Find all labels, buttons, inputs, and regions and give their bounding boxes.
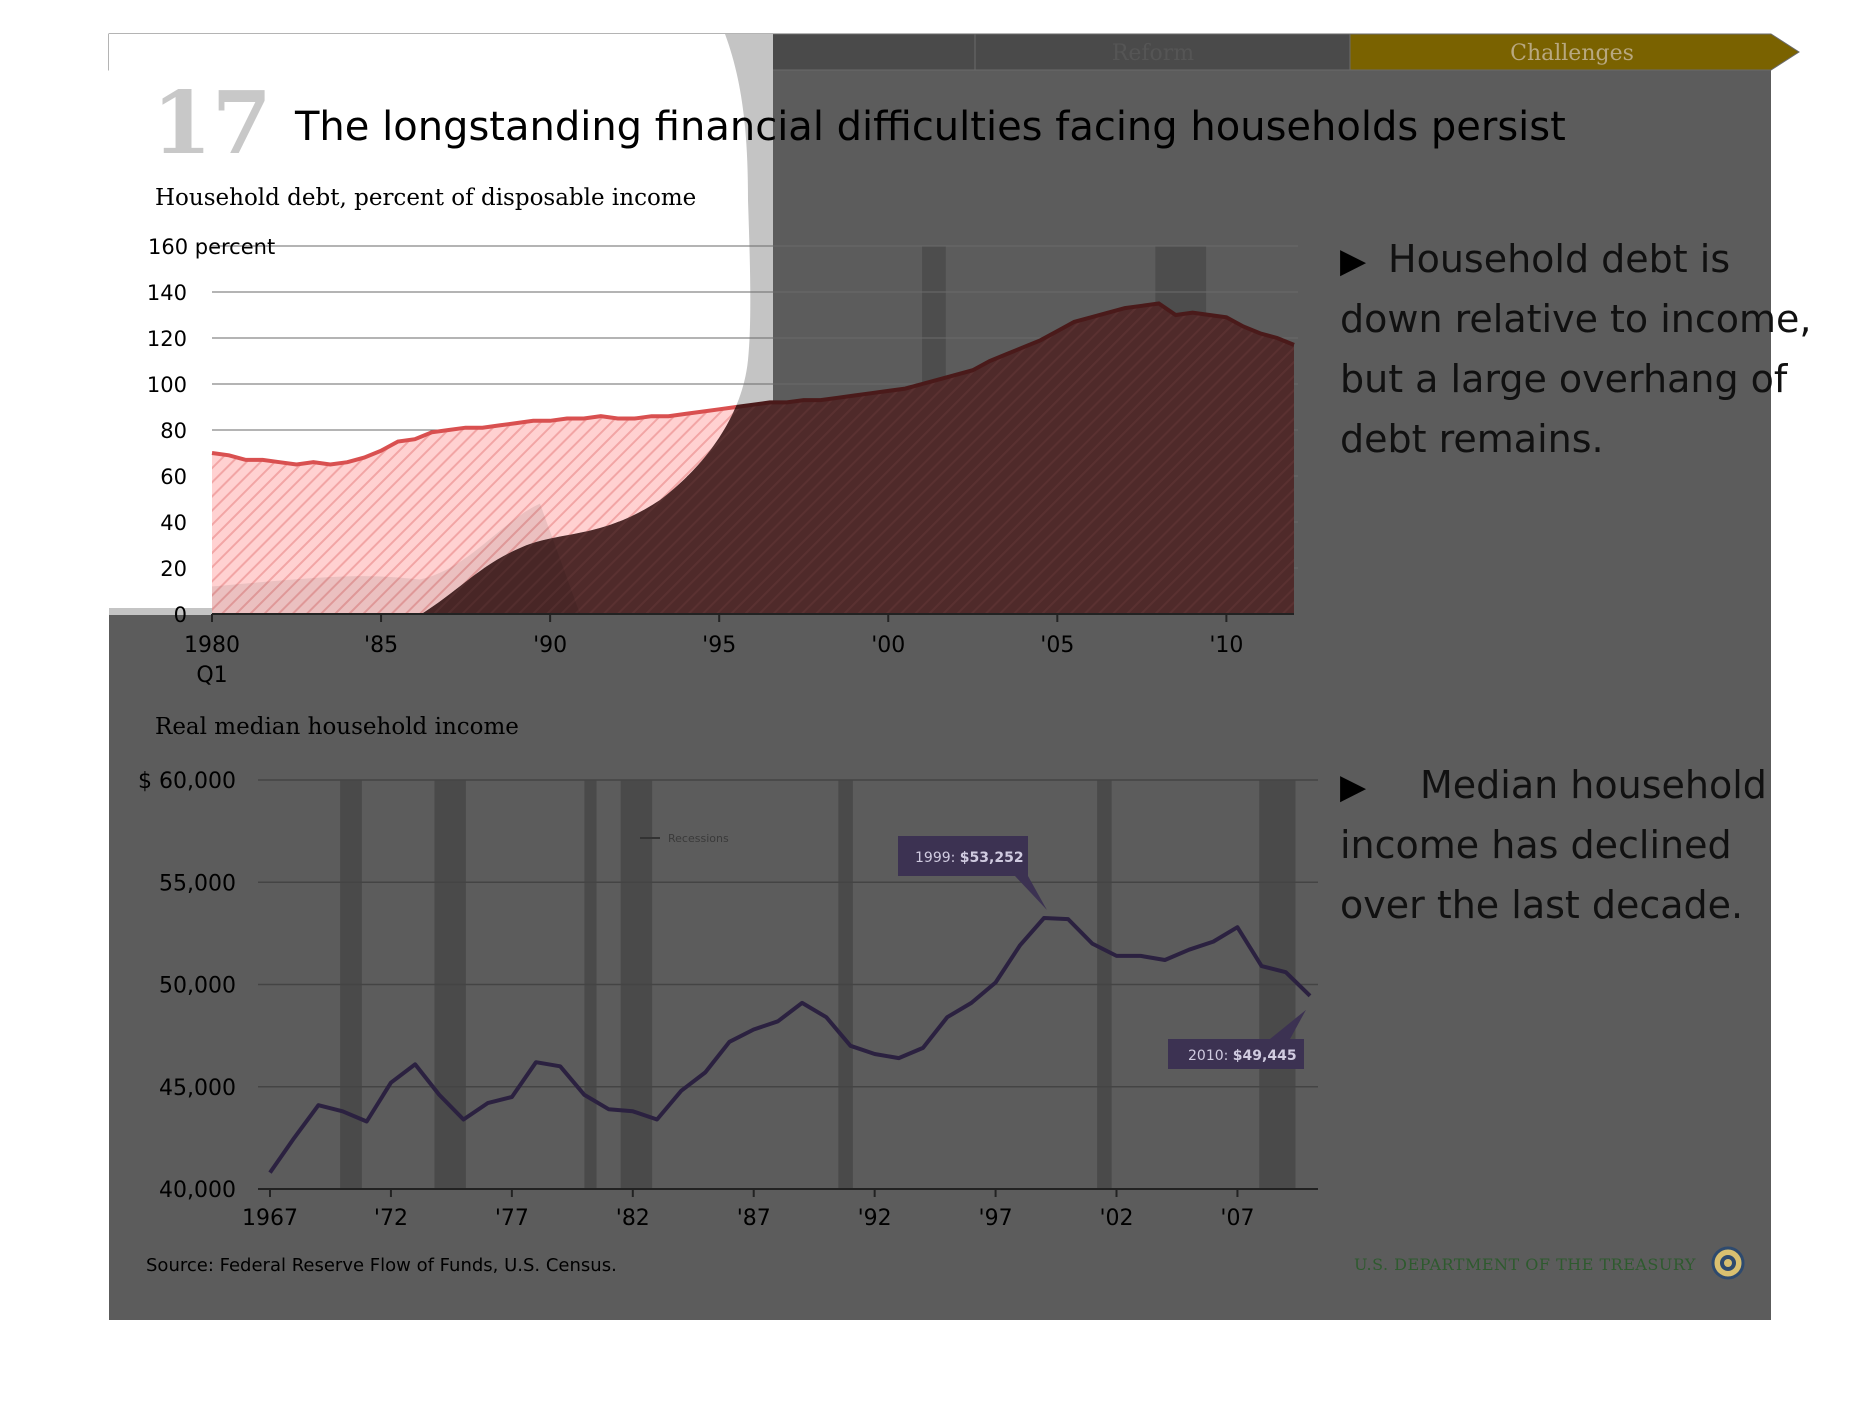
median-income-chart: Real median household income 40,000 45,000… [138,714,1318,1231]
chart1-y-tick-label: 140 [147,281,187,305]
chart1-x-tick-label: '10 [1209,633,1243,658]
chart2-x-tick-label: '87 [737,1206,771,1231]
bullet-text-line: income has declined [1340,823,1732,867]
bullet-text-line: but a large overhang of [1340,357,1789,401]
chart1-y-tick-label: 100 [147,373,187,397]
chart2-callout-pointer [1270,1009,1306,1039]
chart2-x-tick-label: 1967 [242,1206,298,1231]
chart2-callout-box [1168,1039,1304,1069]
bullet-text-line: Median household [1420,763,1767,807]
chart1-y-unit-label: 160 percent [148,235,275,259]
chart1-x-tick-label: '90 [533,633,567,658]
chart1-y-tick-label: 80 [160,419,187,443]
chart1-x-tick-label: '05 [1040,633,1074,658]
chart1-area-light [212,303,750,614]
chart2-y-tick-label: 55,000 [159,871,236,896]
chart2-x-tick-label: '82 [616,1206,650,1231]
chart1-inner-shade [212,503,580,614]
source-note: Source: Federal Reserve Flow of Funds, U… [146,1255,617,1276]
chart2-y-tick-label: 40,000 [159,1178,236,1203]
treasury-seal-icon [1711,1246,1745,1280]
bullet-marker-icon: ▶ [1340,241,1367,281]
chart2-legend-label: Recessions [668,832,729,845]
chart1-x-tick-label: '00 [871,633,905,658]
chart2-x-tick-label: '02 [1099,1206,1133,1231]
chart1-y-tick-label: 40 [160,511,187,535]
bullet-text-line: over the last decade. [1340,883,1743,927]
chart2-callout-box [898,836,1028,876]
chart2-title: Real median household income [155,714,519,740]
chart2-x-tick-label: '77 [495,1206,529,1231]
chart1-series-line [211,301,750,467]
chart2-series-line [268,916,1312,1174]
agency-name: U.S. DEPARTMENT OF THE TREASURY [1354,1255,1696,1274]
chart1-y-tick-label: 0 [174,603,187,627]
chart1-x-tick-label: '85 [364,633,398,658]
chart1-y-tick-label: 20 [160,557,187,581]
chart2-callout-1999: 1999: $53,252 [915,850,1024,866]
chart1-x-tick-label: '95 [702,633,736,658]
chart1-title: Household debt, percent of disposable in… [155,185,696,211]
chart1-y-tick-label: 120 [147,327,187,351]
chart1-x-tick-label: 1980 [184,633,240,658]
chart2-x-tick-label: '92 [858,1206,892,1231]
chart2-y-tick-label: $ 60,000 [138,769,236,794]
bullet-marker-icon: ▶ [1340,767,1367,807]
bullet-points: ▶ Household debt is down relative to incom… [1340,237,1812,927]
slide-title: The longstanding financial difficulties … [294,104,1566,150]
chart1-series-line [420,301,1295,467]
chart1-y-tick-label: 60 [160,465,187,489]
chart2-x-tick-label: '97 [979,1206,1013,1231]
bullet-text-line: down relative to income, [1340,297,1812,341]
chart2-y-tick-label: 45,000 [159,1076,236,1101]
chart2-callout-2010: 2010: $49,445 [1188,1048,1297,1064]
chart1-x-tick-sublabel: Q1 [196,663,227,688]
nav-tab-bg-3 [1349,33,1800,71]
bullet-text-line: debt remains. [1340,417,1604,461]
chart2-x-tick-label: '07 [1220,1206,1254,1231]
household-debt-chart: Household debt, percent of disposable in… [147,185,1298,688]
bullet-text-line: Household debt is [1388,237,1730,281]
chart2-x-tick-label: '72 [374,1206,408,1231]
chart2-y-tick-label: 50,000 [159,974,236,999]
nav-tab-reform[interactable]: Reform [1112,41,1194,66]
slide-number: 17 [152,73,272,174]
nav-tab-challenges[interactable]: Challenges [1510,41,1634,66]
chart2-callout-pointer [1015,876,1047,910]
